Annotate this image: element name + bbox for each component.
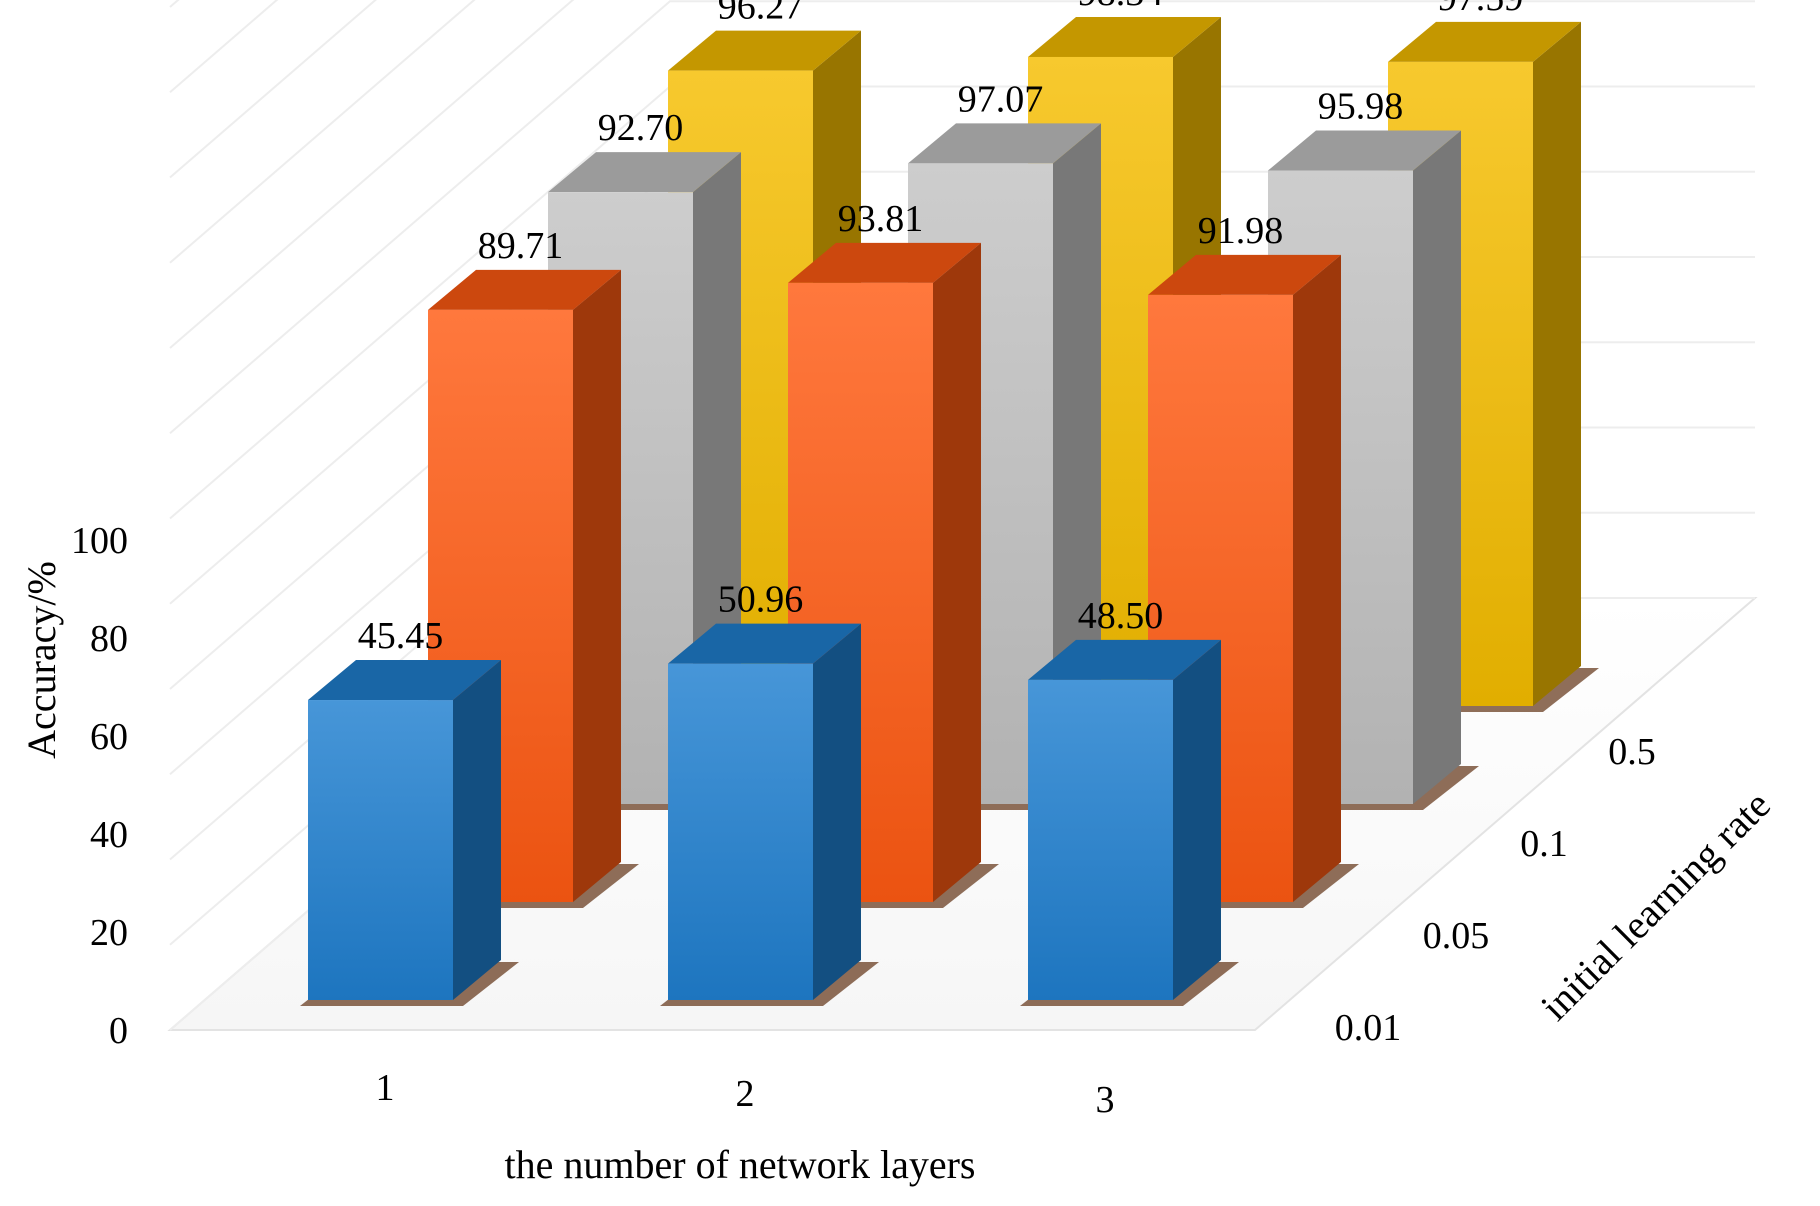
x-tick-label: 2 [736,1073,755,1115]
bar-0.01-1 [300,660,519,1006]
data-label: 96.27 [718,0,804,28]
data-label: 50.96 [718,579,804,621]
z-axis-ticks: 0.01 0.05 0.1 0.5 [1335,731,1656,1049]
bar-top [668,623,861,664]
data-label: 89.71 [478,225,564,267]
bar-front [668,663,813,1000]
z-tick-label: 0.1 [1520,823,1568,865]
bar-side [813,623,861,1000]
gridline [169,0,575,349]
data-label: 91.98 [1198,210,1284,252]
z-axis-title: initial learning rate [1532,782,1779,1029]
data-labels: 96.27 98.34 97.59 92.70 97.07 95.98 89.71 93.81… [358,0,1524,657]
data-label: 92.70 [598,107,684,149]
bar-side [573,269,621,902]
data-label: 48.50 [1078,595,1164,637]
data-label: 93.81 [838,198,924,240]
bar-top [1268,130,1461,171]
data-label: 97.59 [1438,0,1524,19]
x-axis-title: the number of network layers [505,1142,976,1187]
x-axis-ticks: 1 2 3 [376,1067,1115,1121]
bar-top [788,242,981,283]
x-tick-label: 3 [1096,1079,1115,1121]
bar-top [1388,21,1581,62]
y-tick-label: 0 [109,1010,128,1052]
bar-top [1148,254,1341,295]
bar-top [428,269,621,310]
bar-side [1413,130,1461,805]
bar-top [1028,16,1221,57]
bar-side [1053,123,1101,804]
y-tick-label: 100 [71,520,128,562]
bar-top [308,660,501,701]
bar-0.01-3 [1020,639,1239,1006]
bar-side [1173,639,1221,1000]
x-tick-label: 1 [376,1067,395,1109]
bar-side [933,242,981,902]
bar-side [1533,21,1581,706]
y-axis-title: Accuracy/% [19,561,64,759]
gridline [169,0,1755,435]
bar-side [453,660,501,1000]
bar-front [308,700,453,1000]
data-label: 97.07 [958,78,1044,120]
bar-front [1028,679,1173,1000]
bar-0.01-2 [660,623,879,1006]
data-label: 98.34 [1078,0,1164,14]
gridline [169,0,476,264]
bar-top [908,123,1101,164]
y-tick-label: 40 [90,814,128,856]
y-tick-label: 20 [90,912,128,954]
bar-side [1293,254,1341,902]
bar-top [1028,639,1221,680]
data-label: 45.45 [358,615,444,657]
bars [300,16,1599,1006]
data-label: 95.98 [1318,86,1404,128]
z-tick-label: 0.5 [1608,731,1656,773]
y-axis-ticks: 0 20 40 60 80 100 [71,520,128,1052]
z-tick-label: 0.01 [1335,1007,1402,1049]
bar-top [668,30,861,71]
gridline [169,0,377,179]
y-tick-label: 60 [90,716,128,758]
y-tick-label: 80 [90,618,128,660]
bar-top [548,152,741,193]
z-tick-label: 0.05 [1423,915,1490,957]
